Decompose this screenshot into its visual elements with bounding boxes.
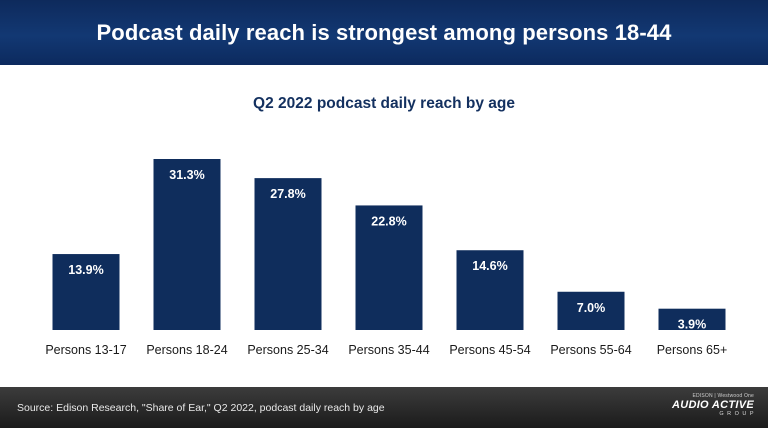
slide-title: Podcast daily reach is strongest among p…	[96, 19, 672, 45]
bar-value-label: 7.0%	[577, 301, 606, 315]
logo-sub-text: GROUP	[719, 411, 757, 417]
bar-5	[456, 250, 524, 330]
category-label: Persons 65+	[657, 343, 728, 357]
bar-7	[658, 308, 726, 330]
bar-2	[153, 159, 221, 330]
category-label: Persons 13-17	[45, 343, 126, 357]
category-label: Persons 35-44	[348, 343, 429, 357]
bar-3	[254, 178, 322, 330]
category-label: Persons 45-54	[449, 343, 530, 357]
bar-value-label: 27.8%	[270, 187, 305, 201]
bar-value-label: 13.9%	[68, 263, 103, 277]
bar-value-label: 3.9%	[678, 318, 707, 332]
bar-value-label: 22.8%	[371, 214, 406, 228]
bar-value-label: 31.3%	[169, 168, 204, 182]
footer-bar: Source: Edison Research, "Share of Ear,"…	[0, 387, 768, 428]
audio-active-group-logo: EDISON | Westwood One AUDIO ACTIVE GROUP	[654, 393, 754, 423]
category-label: Persons 18-24	[146, 343, 227, 357]
logo-main-text: AUDIO ACTIVE	[671, 399, 754, 411]
bar-value-label: 14.6%	[472, 259, 507, 273]
source-note: Source: Edison Research, "Share of Ear,"…	[17, 402, 385, 414]
title-banner: Podcast daily reach is strongest among p…	[0, 0, 768, 65]
bar-1	[52, 254, 120, 330]
category-label: Persons 55-64	[550, 343, 631, 357]
logo-top-text: EDISON | Westwood One	[692, 393, 754, 399]
bar-4	[355, 205, 423, 330]
category-label: Persons 25-34	[247, 343, 328, 357]
chart-title: Q2 2022 podcast daily reach by age	[253, 95, 515, 112]
bar-6	[557, 291, 625, 330]
